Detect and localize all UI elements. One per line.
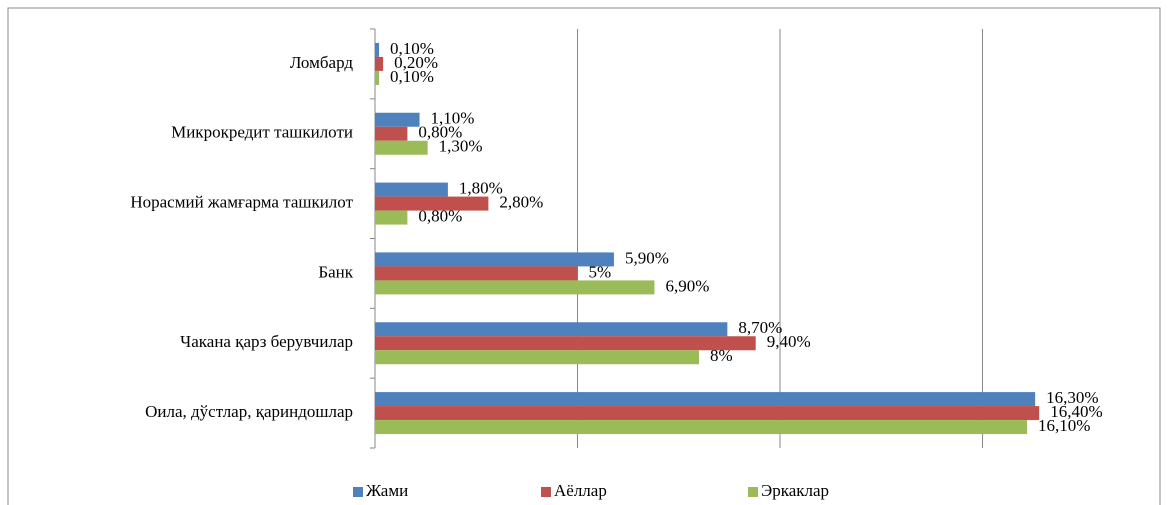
data-label: 0,10% — [390, 39, 434, 58]
bar — [375, 350, 699, 365]
data-label: 5% — [589, 262, 612, 281]
bar — [375, 322, 728, 337]
legend-label: Эркаклар — [761, 481, 829, 500]
data-label: 6,90% — [665, 276, 709, 295]
data-label: 1,80% — [459, 178, 503, 197]
data-label: 8% — [710, 346, 733, 365]
bar — [375, 406, 1040, 421]
bar — [375, 112, 420, 127]
bar — [375, 210, 408, 225]
y-tick-label: Норасмий жамғарма ташкилот — [130, 192, 353, 211]
data-label: 1,10% — [431, 109, 475, 128]
legend-swatch — [748, 487, 758, 497]
y-tick-label: Оила, дўстлар, қариндошлар — [145, 402, 353, 421]
data-label: 9,40% — [767, 332, 811, 351]
data-label: 0,20% — [394, 53, 438, 72]
bar — [375, 266, 578, 281]
data-label: 2,80% — [499, 192, 543, 211]
bar — [375, 126, 408, 141]
bar — [375, 392, 1036, 407]
bar — [375, 182, 448, 197]
bar — [375, 336, 756, 351]
bar — [375, 196, 489, 211]
y-tick-label: Банк — [318, 262, 353, 281]
legend-swatch — [541, 487, 551, 497]
bar — [375, 42, 380, 57]
legend-swatch — [353, 487, 363, 497]
bar — [375, 280, 655, 295]
data-label: 1,30% — [439, 137, 483, 156]
data-label: 16,30% — [1046, 388, 1098, 407]
legend-label: Жами — [366, 481, 408, 500]
legend-label: Аёллар — [554, 481, 607, 500]
bar — [375, 252, 614, 267]
data-label: 8,70% — [738, 318, 782, 337]
data-label: 5,90% — [625, 248, 669, 267]
data-label: 0,80% — [418, 206, 462, 225]
bar — [375, 140, 428, 155]
chart-frame — [7, 7, 1161, 505]
y-tick-label: Микрокредит ташкилоти — [171, 123, 353, 142]
data-label: 16,10% — [1038, 416, 1090, 435]
y-tick-label: Чакана қарз берувчилар — [180, 332, 353, 351]
bar — [375, 420, 1028, 435]
y-tick-label: Ломбард — [290, 53, 354, 72]
data-label: 16,40% — [1050, 402, 1102, 421]
data-label: 0,80% — [418, 123, 462, 142]
bar — [375, 70, 380, 85]
data-label: 0,10% — [390, 67, 434, 86]
bar — [375, 56, 384, 71]
